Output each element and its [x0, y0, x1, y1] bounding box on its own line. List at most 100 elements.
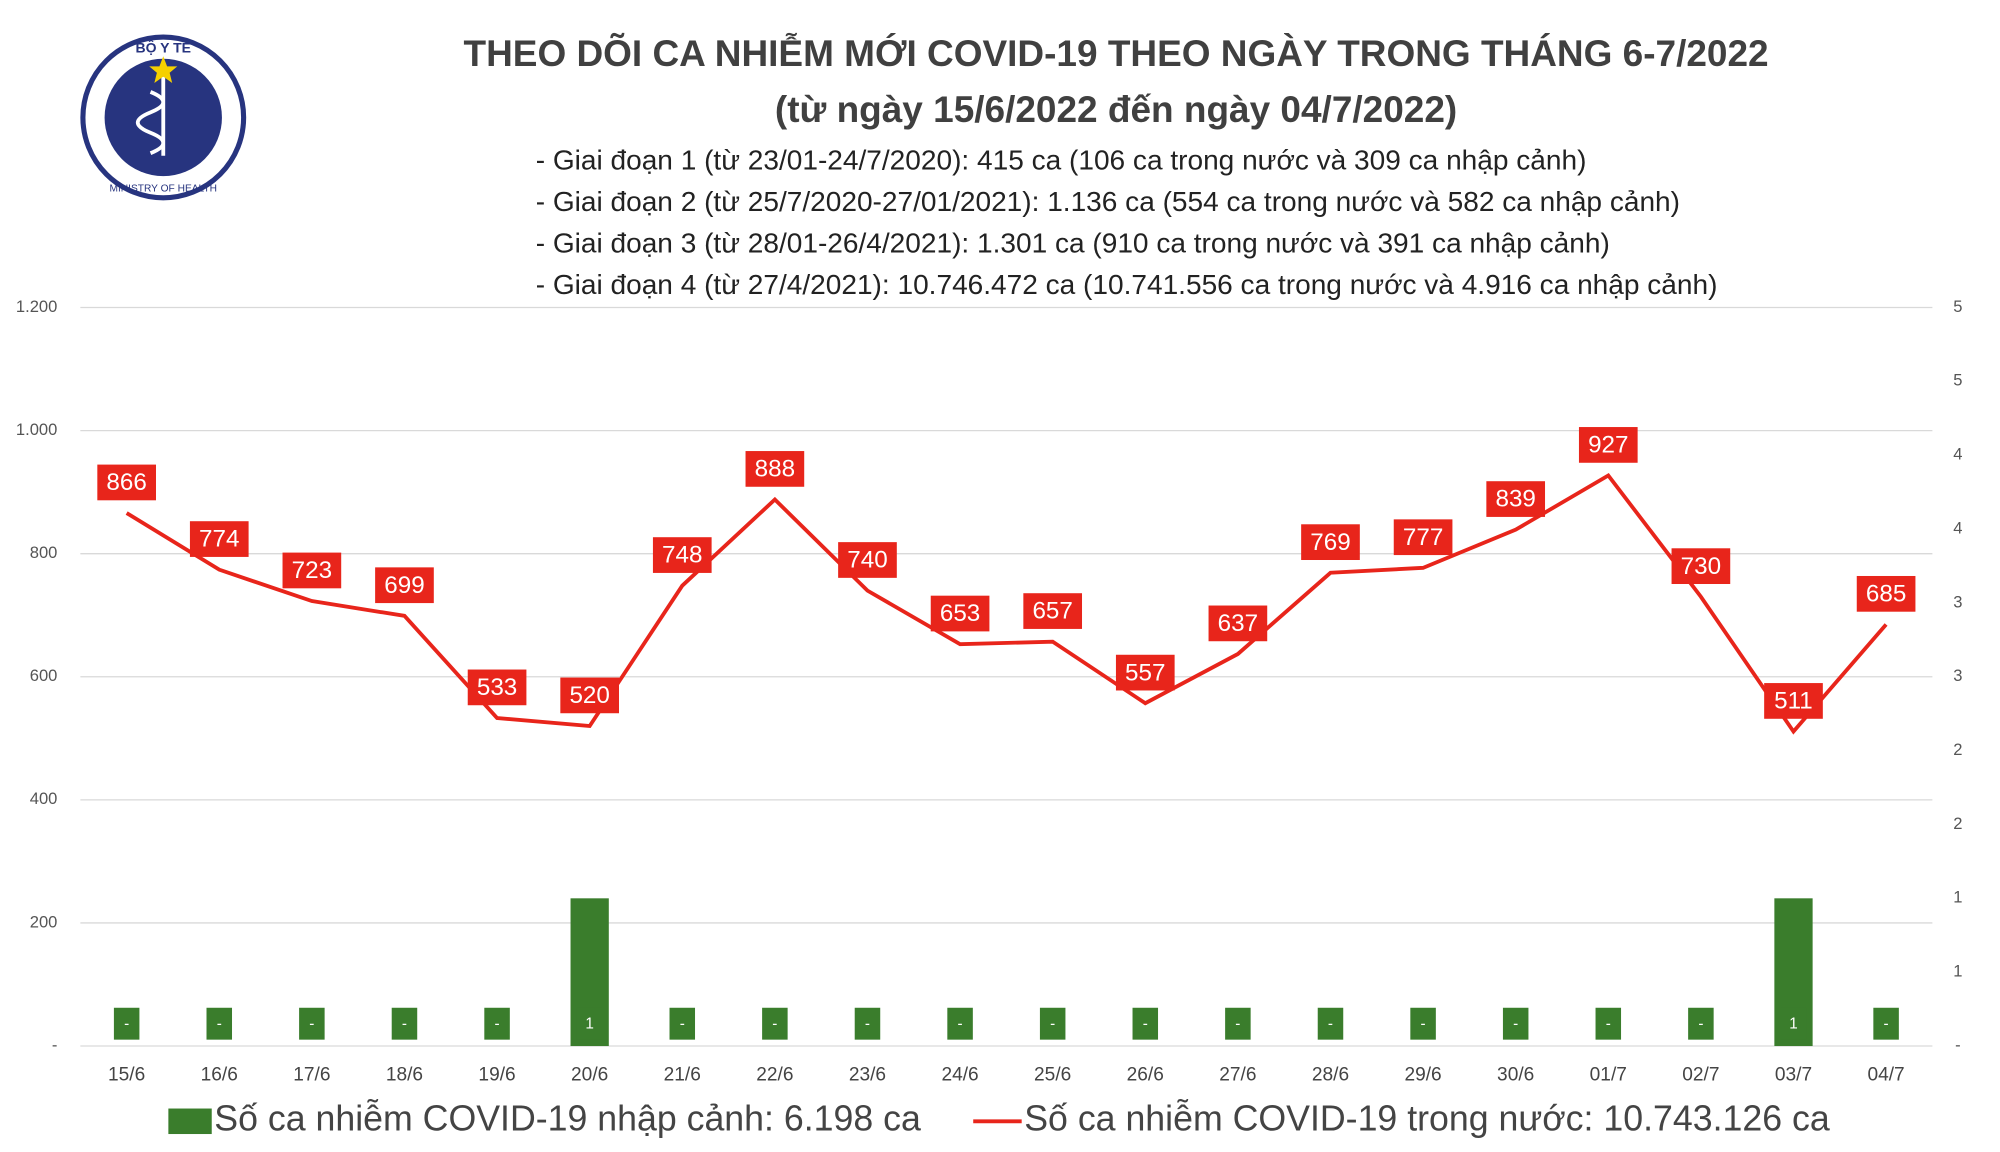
value-label-box	[745, 451, 805, 487]
notes: - Giai đoạn 1 (từ 23/01-24/7/2020): 415 …	[536, 145, 1718, 300]
value-label: 740	[847, 547, 887, 574]
value-label: 557	[1125, 659, 1165, 686]
x-tick-label: 21/6	[664, 1064, 701, 1085]
y2-tick-label: 3	[1953, 666, 1962, 685]
value-label: -	[402, 1015, 407, 1032]
y2-tick-label: 1	[1953, 962, 1962, 981]
value-label: 748	[662, 542, 702, 569]
y-tick-label: 600	[30, 666, 58, 685]
x-tick-label: 15/6	[108, 1064, 145, 1085]
y2-tick-label: 4	[1953, 445, 1962, 464]
x-tick-label: 22/6	[756, 1064, 793, 1085]
value-label: -	[772, 1015, 777, 1032]
value-label-box	[206, 1007, 233, 1040]
value-label: 866	[106, 469, 146, 496]
value-label-box	[1873, 1007, 1899, 1040]
value-label: 657	[1032, 598, 1072, 625]
value-label: -	[309, 1015, 314, 1032]
value-label-box	[930, 595, 990, 632]
chart-subtitle: (từ ngày 15/6/2022 đến ngày 04/7/2022)	[775, 89, 1457, 130]
value-label-box	[1486, 481, 1546, 517]
value-label-box	[854, 1007, 881, 1040]
value-label-box	[947, 1007, 973, 1040]
value-label-box	[97, 464, 156, 501]
legend-label: Số ca nhiễm COVID-19 trong nước: 10.743.…	[1024, 1099, 1830, 1139]
value-label-box	[1208, 605, 1268, 642]
x-tick-label: 02/7	[1682, 1064, 1719, 1085]
note-line: - Giai đoạn 4 (từ 27/4/2021): 10.746.472…	[536, 269, 1718, 300]
x-tick-label: 01/7	[1590, 1064, 1627, 1085]
y2-tick-label: 2	[1953, 740, 1962, 759]
value-label: -	[1050, 1015, 1055, 1032]
logo-bottom: MINISTRY OF HEALTH	[109, 184, 217, 195]
y2-tick-label: 5	[1953, 297, 1962, 316]
value-label: -	[1328, 1015, 1333, 1032]
value-label: -	[1513, 1015, 1518, 1032]
value-label: 839	[1495, 486, 1535, 513]
value-label: 723	[292, 557, 332, 584]
value-label-box	[189, 521, 249, 557]
value-label: -	[1421, 1015, 1426, 1032]
value-label-box	[1317, 1007, 1344, 1040]
y2-tick-label: -	[1955, 1035, 1961, 1054]
value-label: 927	[1588, 432, 1628, 459]
y-tick-label: 1.200	[16, 297, 57, 316]
value-label-box	[1410, 1007, 1436, 1040]
value-label-box	[1578, 427, 1638, 463]
value-label-box	[113, 1007, 140, 1040]
y2-tick-label: 3	[1953, 592, 1962, 611]
value-label: -	[1698, 1015, 1703, 1032]
value-label: 653	[940, 600, 980, 627]
x-tick-label: 24/6	[941, 1064, 978, 1085]
value-label-box	[762, 1007, 788, 1040]
x-tick-label: 17/6	[293, 1064, 330, 1085]
value-label-box	[576, 1007, 603, 1040]
value-label-box	[838, 542, 897, 578]
value-label-box	[652, 537, 712, 573]
value-label-box	[1132, 1007, 1159, 1040]
x-tick-label: 18/6	[386, 1064, 423, 1085]
value-label-box	[391, 1007, 418, 1040]
value-label-box	[1115, 654, 1175, 691]
x-tick-label: 23/6	[849, 1064, 886, 1085]
value-label: -	[495, 1015, 500, 1032]
y2-tick-label: 1	[1953, 888, 1962, 907]
value-label-box	[467, 669, 527, 706]
value-label: 730	[1681, 553, 1721, 580]
value-label-box	[1502, 1007, 1529, 1040]
x-tick-label: 04/7	[1867, 1064, 1904, 1085]
x-tick-label: 26/6	[1127, 1064, 1164, 1085]
value-label: 1	[1789, 1015, 1798, 1032]
value-label: -	[680, 1015, 685, 1032]
value-label: 520	[569, 682, 609, 709]
y-tick-label: 200	[30, 912, 58, 931]
note-line: - Giai đoạn 1 (từ 23/01-24/7/2020): 415 …	[536, 145, 1587, 176]
value-label-box	[282, 552, 342, 589]
value-label: 1	[585, 1015, 594, 1032]
y-tick-label: 400	[30, 789, 58, 808]
x-tick-label: 20/6	[571, 1064, 608, 1085]
y2-tick-label: 5	[1953, 371, 1962, 390]
value-label-box	[1780, 1007, 1807, 1040]
value-label-box	[484, 1007, 510, 1040]
x-tick-label: 28/6	[1312, 1064, 1349, 1085]
value-label-box	[375, 567, 434, 604]
x-tick-label: 30/6	[1497, 1064, 1534, 1085]
value-label: 769	[1310, 529, 1350, 556]
value-label-box	[1671, 548, 1731, 585]
x-tick-label: 16/6	[201, 1064, 238, 1085]
y2-tick-label: 2	[1953, 814, 1962, 833]
value-label: -	[958, 1015, 963, 1032]
value-label: -	[217, 1015, 222, 1032]
value-label-box	[1225, 1007, 1251, 1040]
value-label: -	[1606, 1015, 1611, 1032]
value-label-box	[1856, 575, 1916, 612]
x-tick-label: 29/6	[1404, 1064, 1441, 1085]
value-label-box	[299, 1007, 325, 1040]
value-label: 774	[199, 526, 239, 553]
value-label: -	[1884, 1015, 1889, 1032]
value-label: 533	[477, 674, 517, 701]
y-tick-label: 800	[30, 543, 58, 562]
